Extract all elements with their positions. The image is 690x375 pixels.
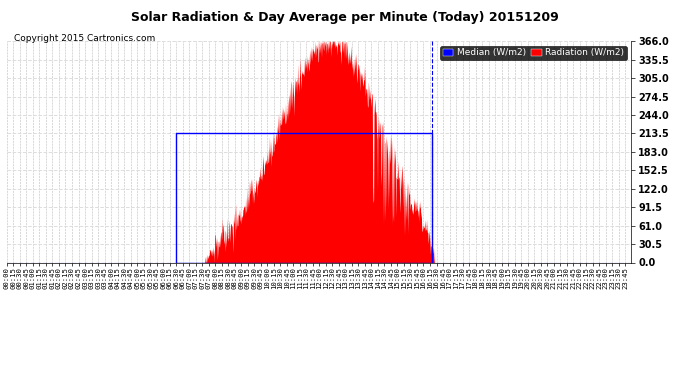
Text: Solar Radiation & Day Average per Minute (Today) 20151209: Solar Radiation & Day Average per Minute… (131, 11, 559, 24)
Text: Copyright 2015 Cartronics.com: Copyright 2015 Cartronics.com (14, 34, 155, 43)
Legend: Median (W/m2), Radiation (W/m2): Median (W/m2), Radiation (W/m2) (440, 46, 627, 60)
Bar (176, 134, 432, 262)
